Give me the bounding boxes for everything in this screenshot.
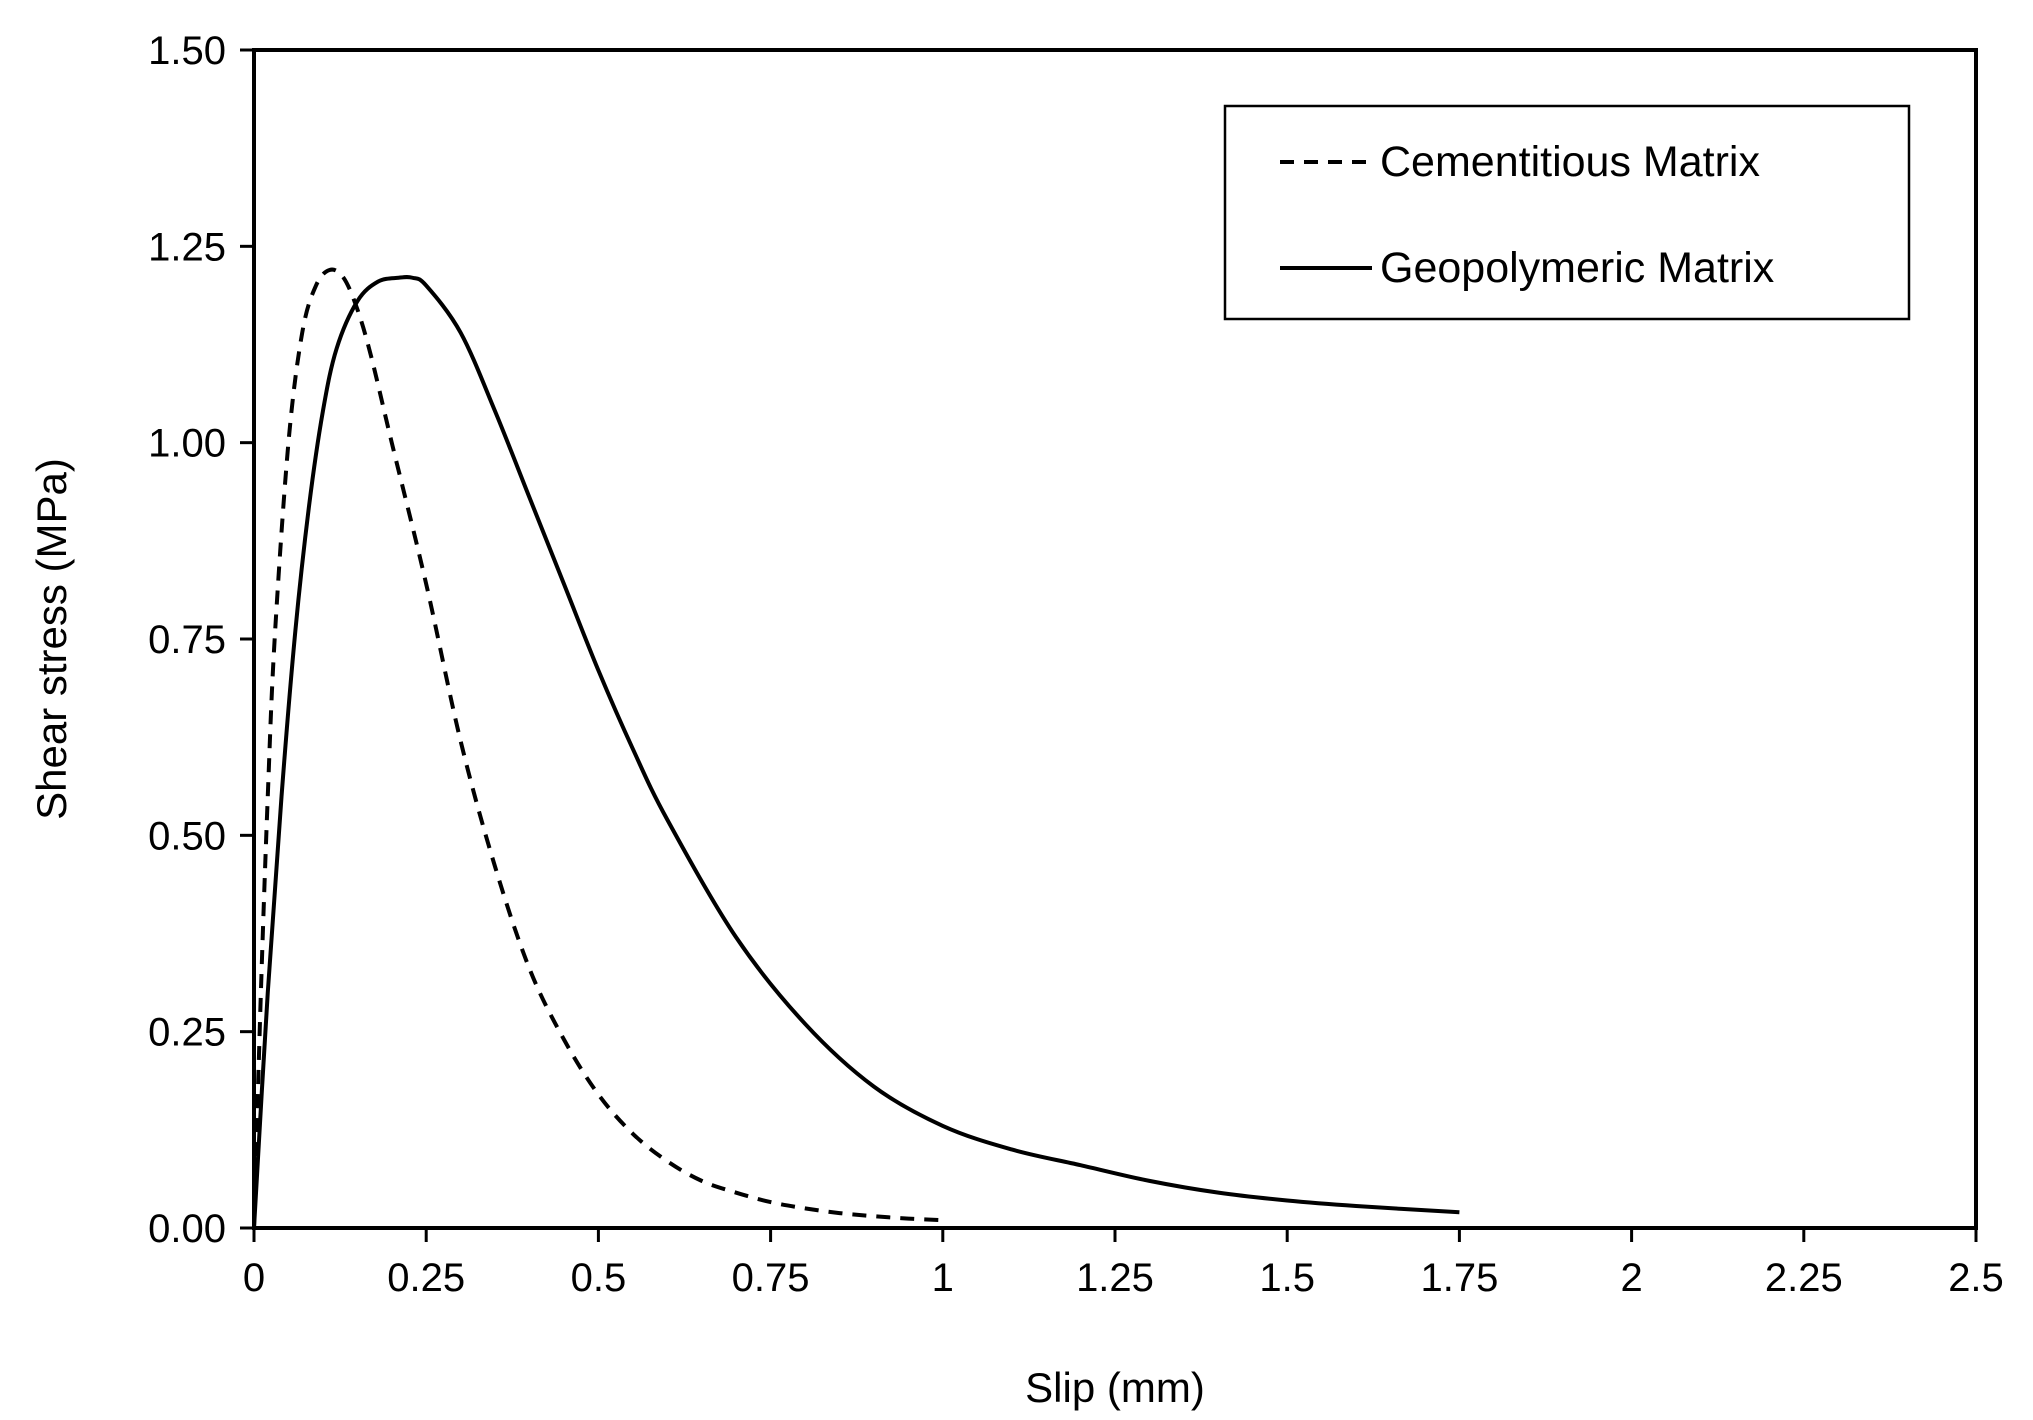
x-tick-label: 1 [932, 1256, 954, 1300]
series-line-cementitious [252, 267, 943, 1229]
x-tick-label: 0.5 [571, 1256, 627, 1300]
legend-label-cementitious: Cementitious Matrix [1380, 138, 1760, 186]
x-tick-label: 2.25 [1765, 1256, 1843, 1300]
y-tick-label: 1.50 [148, 29, 226, 73]
x-tick-label: 1.75 [1420, 1256, 1498, 1300]
x-tick-label: 1.5 [1259, 1256, 1315, 1300]
x-tick-label: 2 [1620, 1256, 1642, 1300]
y-axis-title: Shear stress (MPa) [28, 458, 75, 820]
y-tick-label: 0.25 [148, 1011, 226, 1055]
legend: Cementitious Matrix Geopolymeric Matrix [1223, 104, 1911, 321]
x-axis-ticks: 0 0.25 0.5 0.75 1 1.25 1.5 1.75 2 2.25 2.5 [243, 1228, 2004, 1300]
legend-label-geopolymeric: Geopolymeric Matrix [1380, 244, 1775, 292]
y-tick-label: 1.00 [148, 422, 226, 466]
x-tick-label: 2.5 [1948, 1256, 2004, 1300]
x-axis-title: Slip (mm) [1025, 1364, 1205, 1411]
y-tick-label: 0.00 [148, 1207, 226, 1251]
y-tick-label: 1.25 [148, 225, 226, 269]
y-axis-ticks: 0.00 0.25 0.50 0.75 1.00 1.25 1.50 [148, 29, 254, 1251]
x-tick-label: 1.25 [1076, 1256, 1154, 1300]
legend-box [1223, 104, 1911, 321]
series-layer [252, 267, 1460, 1229]
y-tick-label: 0.50 [148, 814, 226, 858]
x-tick-label: 0.25 [387, 1256, 465, 1300]
x-tick-label: 0.75 [732, 1256, 810, 1300]
y-tick-label: 0.75 [148, 618, 226, 662]
x-tick-label: 0 [243, 1256, 265, 1300]
series-line-geopolymeric [252, 275, 1460, 1229]
